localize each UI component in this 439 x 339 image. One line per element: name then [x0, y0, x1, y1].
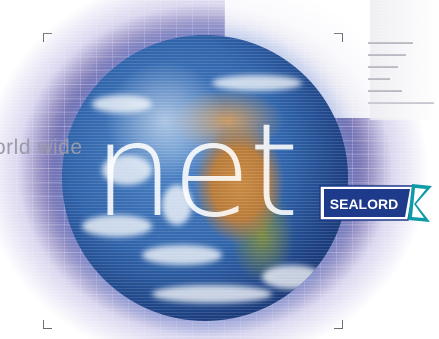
globe-icon: [62, 35, 348, 321]
frame-corner-icon: [43, 320, 52, 329]
sealord-logo[interactable]: SEALORD: [316, 182, 432, 224]
logo-text: SEALORD: [330, 196, 398, 212]
frame-corner-icon: [334, 320, 343, 329]
worldwide-text: orld wide: [0, 136, 83, 159]
menu-lines-icon: [368, 42, 434, 112]
net-text: net: [93, 97, 299, 246]
frame-corner-icon: [334, 33, 343, 42]
frame-corner-icon: [43, 33, 52, 42]
top-panel-shade: [370, 0, 439, 120]
